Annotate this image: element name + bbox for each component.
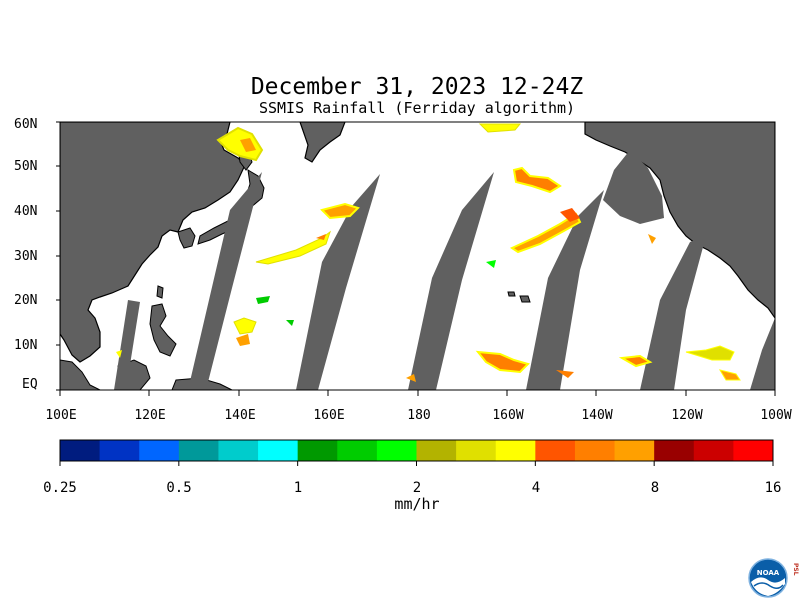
lon-label-100w: 100W — [760, 408, 792, 423]
logo-side-label: PSL — [792, 563, 799, 576]
lat-label-20n: 20N — [14, 293, 38, 308]
land-korea — [177, 227, 196, 249]
swath-gap-2 — [188, 172, 262, 390]
map-title: December 31, 2023 12-24Z — [250, 74, 584, 100]
colorbar — [59, 439, 774, 466]
logo-text: NOAA — [757, 569, 780, 577]
swath-gap-4 — [408, 172, 494, 390]
colorbar-swatch — [733, 440, 774, 461]
colorbar-swatch — [178, 440, 219, 461]
lon-label-120w: 120W — [671, 408, 703, 423]
swath-gap-5 — [526, 190, 604, 390]
lon-label-180: 180 — [407, 408, 431, 423]
rainfall-patches — [116, 123, 741, 382]
colorbar-swatch — [139, 440, 180, 461]
colorbar-swatch — [693, 440, 734, 461]
logo-side-text: PSL — [791, 563, 799, 579]
colorbar-swatch — [297, 440, 338, 461]
colorbar-label-1: 1 — [293, 480, 303, 496]
lon-label-140e: 140E — [224, 408, 256, 423]
colorbar-swatch — [376, 440, 417, 461]
land-indochina — [60, 359, 101, 390]
lon-label-160w: 160W — [492, 408, 524, 423]
colorbar-label-2: 2 — [412, 480, 422, 496]
lat-label-50n: 50N — [14, 159, 38, 174]
swath-gap-7 — [750, 318, 775, 390]
lat-label-10n: 10N — [14, 338, 38, 353]
lat-label-eq: EQ — [22, 377, 38, 392]
no-data-wedge — [603, 150, 664, 224]
lon-label-120e: 120E — [134, 408, 166, 423]
map-ticks — [56, 121, 776, 396]
swath-gap-3 — [296, 174, 380, 390]
colorbar-label-16: 16 — [764, 480, 782, 496]
noaa-logo: NOAA — [748, 558, 788, 598]
colorbar-swatch — [258, 440, 299, 461]
lon-label-160e: 160E — [313, 408, 345, 423]
colorbar-swatch — [654, 440, 695, 461]
colorbar-swatch — [60, 440, 101, 461]
colorbar-swatch — [456, 440, 497, 461]
colorbar-label-0-25: 0.25 — [43, 480, 77, 496]
colorbar-swatch — [574, 440, 616, 461]
colorbar-swatch — [535, 440, 576, 461]
colorbar-label-4: 4 — [531, 480, 541, 496]
swath-gap-1 — [114, 300, 140, 390]
land-russia-east — [299, 122, 346, 163]
lon-label-100e: 100E — [45, 408, 77, 423]
lat-label-30n: 30N — [14, 249, 38, 264]
colorbar-swatch — [218, 440, 259, 461]
land-taiwan — [156, 285, 164, 299]
colorbar-units: mm/hr — [394, 495, 440, 513]
colorbar-swatch — [614, 440, 655, 461]
lon-label-140w: 140W — [581, 408, 613, 423]
colorbar-swatch — [416, 440, 457, 461]
lat-label-40n: 40N — [14, 204, 38, 219]
colorbar-label-0-5: 0.5 — [166, 480, 192, 496]
colorbar-swatch — [495, 440, 536, 461]
swath-gap-6 — [640, 236, 706, 390]
colorbar-swatch — [337, 440, 378, 461]
colorbar-label-8: 8 — [650, 480, 660, 496]
land-philippines — [149, 303, 177, 357]
lat-label-60n: 60N — [14, 117, 38, 132]
land-hawaii — [507, 291, 531, 303]
map-subtitle: SSMIS Rainfall (Ferriday algorithm) — [258, 99, 576, 117]
land-north-america — [584, 122, 775, 320]
colorbar-swatch — [99, 440, 140, 461]
